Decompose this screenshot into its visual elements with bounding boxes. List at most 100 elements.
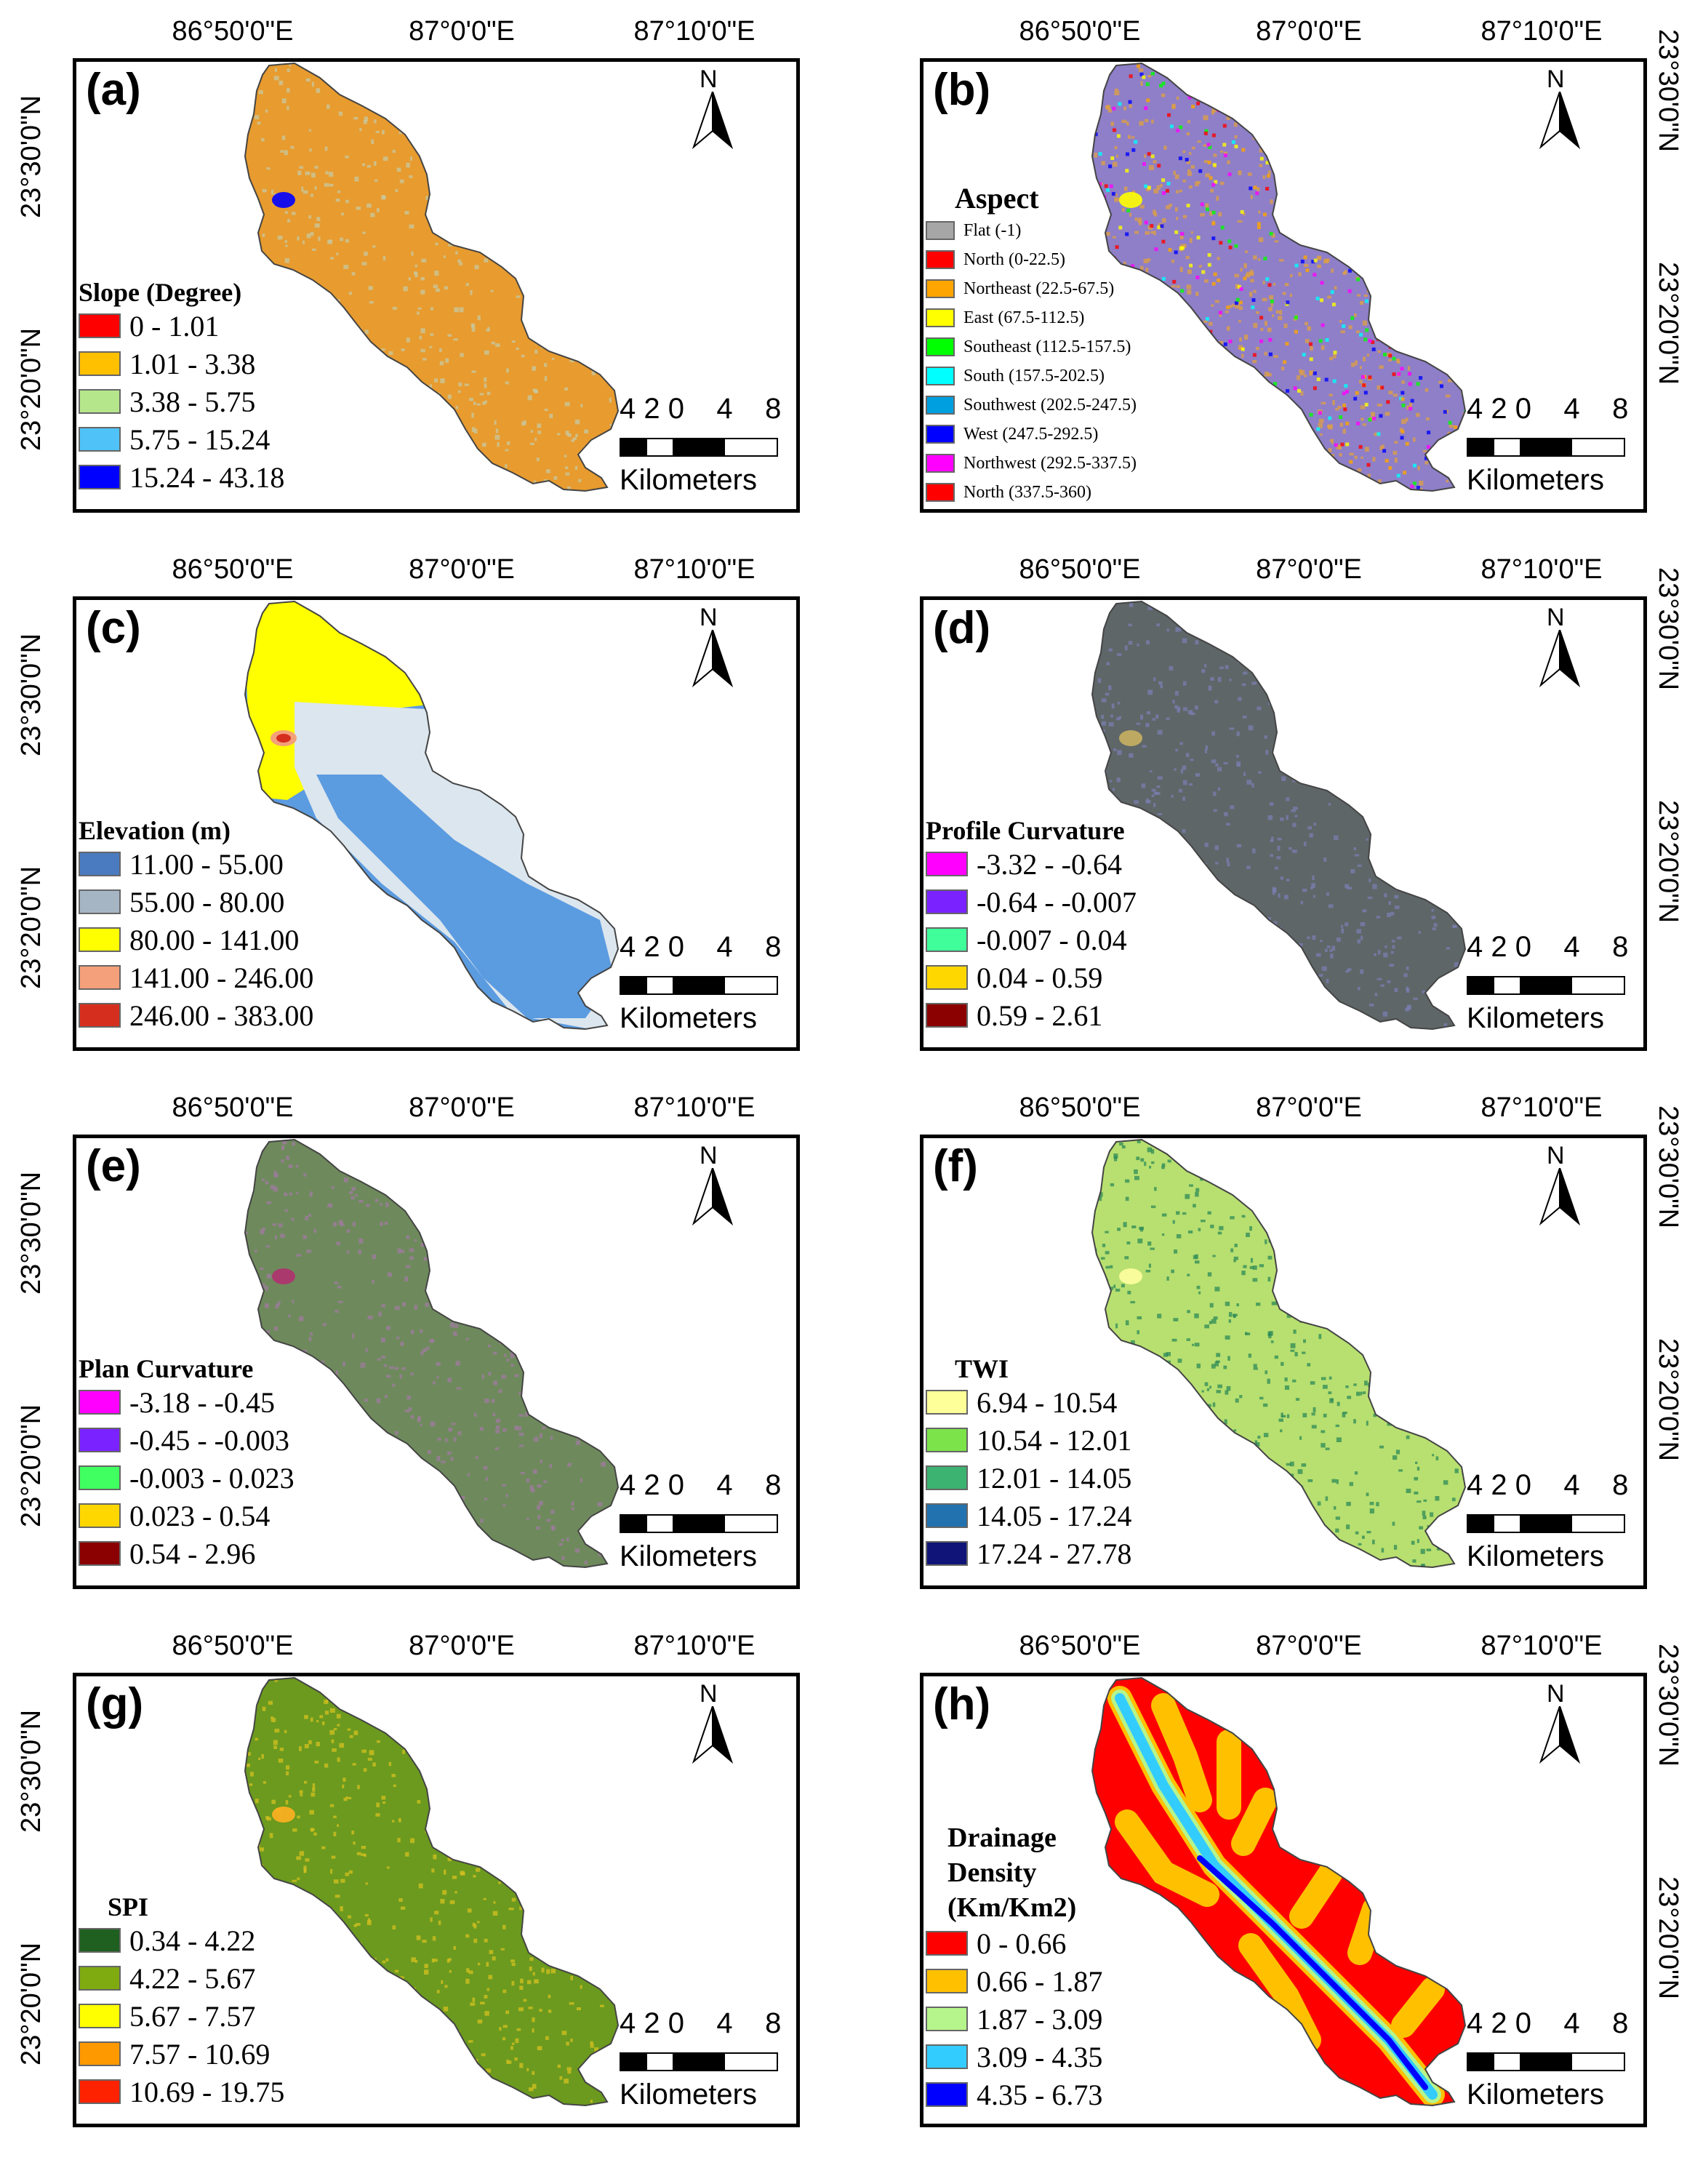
map-panel-f: 86°50'0"E 87°0'0"E 87°10'0"E 23°30'0"N 23°20… [847, 1076, 1694, 1615]
map-legend: TWI 6.94 - 10.54 10.54 - 12.01 12.01 - 14.0… [926, 1353, 1187, 1579]
legend-title: Aspect [955, 182, 1039, 215]
panel-label: (d) [933, 603, 991, 653]
map-frame [920, 596, 1647, 1051]
scale-segment [1546, 1516, 1572, 1532]
scale-segment [1546, 977, 1572, 993]
latitude-label: 23°30'0"N [1653, 1644, 1683, 1767]
scale-units: Kilometers [620, 464, 757, 496]
latitude-label: 23°20'0"N [16, 1404, 47, 1527]
scale-units: Kilometers [1467, 464, 1604, 496]
longitude-label: 87°0'0"E [409, 554, 515, 585]
legend-item: Southwest (202.5-247.5) [926, 396, 1187, 415]
longitude-label: 87°10'0"E [633, 1631, 756, 1661]
map-panel-c: 86°50'0"E 87°0'0"E 87°10'0"E 23°30'0"N 23°20… [0, 538, 847, 1076]
legend-label: 5.67 - 7.57 [129, 1999, 256, 2033]
legend-item: West (247.5-292.5) [926, 425, 1187, 444]
legend-swatch [926, 927, 968, 952]
legend-swatch [926, 425, 955, 444]
legend-swatch [79, 2079, 121, 2104]
legend-item: -0.64 - -0.007 [926, 886, 1187, 919]
scale-bar: 4 2 0 4 8 Kilometers [620, 1469, 787, 1578]
north-arrow-icon: N [691, 65, 734, 150]
latitude-label: 23°20'0"N [16, 865, 47, 989]
legend-swatch [926, 396, 955, 415]
scale-segment [1468, 439, 1494, 455]
legend-item: -0.45 - -0.003 [79, 1424, 340, 1457]
longitude-label: 87°10'0"E [1480, 16, 1603, 47]
legend-swatch [926, 1969, 968, 1993]
legend-label: 0.59 - 2.61 [977, 999, 1103, 1032]
legend-item: Northwest (292.5-337.5) [926, 454, 1187, 473]
map-frame [73, 1673, 800, 2127]
panel-label: (h) [933, 1679, 991, 1729]
longitude-label: 86°50'0"E [172, 1092, 294, 1123]
scale-bar-graphic [1467, 438, 1625, 457]
legend-swatch [926, 852, 968, 876]
scale-segment [724, 2054, 751, 2070]
scale-segment [750, 439, 777, 455]
scale-units: Kilometers [1467, 1002, 1604, 1034]
legend-item: 55.00 - 80.00 [79, 886, 340, 919]
legend-label: 7.57 - 10.69 [129, 2037, 271, 2071]
north-label: N [1547, 1680, 1565, 1708]
legend-label: Flat (-1) [963, 220, 1022, 240]
scale-segment [1494, 1516, 1520, 1532]
legend-swatch [79, 889, 121, 914]
legend-item: 0.59 - 2.61 [926, 999, 1187, 1032]
scale-segment [1571, 439, 1598, 455]
map-frame [920, 58, 1647, 513]
map-legend: Drainage Density (Km/Km2) 0 - 0.66 0.66 - … [926, 1820, 1187, 2120]
latitude-label: 23°30'0"N [16, 1709, 47, 1833]
watershed-map [1091, 1138, 1467, 1569]
scale-segment [673, 2054, 700, 2070]
longitude-label: 86°50'0"E [1019, 1631, 1141, 1661]
scale-segment [1520, 1516, 1547, 1532]
scale-segment [1494, 2054, 1520, 2070]
legend-swatch [79, 2004, 121, 2028]
legend-swatch [79, 1541, 121, 1566]
scale-numbers: 4 2 0 4 8 [1467, 1469, 1629, 1501]
legend-item: 0.54 - 2.96 [79, 1537, 340, 1570]
legend-label: 3.09 - 4.35 [977, 2040, 1103, 2073]
legend-label: -0.45 - -0.003 [129, 1423, 289, 1457]
legend-item: -0.007 - 0.04 [926, 924, 1187, 956]
legend-label: North (337.5-360) [963, 482, 1091, 502]
scale-segment [724, 439, 751, 455]
scale-bar-graphic [1467, 1514, 1625, 1533]
watershed-map [244, 1676, 620, 2107]
watershed-map [1091, 600, 1467, 1031]
north-arrow-icon: N [1538, 65, 1582, 150]
legend-label: 17.24 - 27.78 [977, 1537, 1132, 1570]
north-label: N [1547, 1142, 1565, 1169]
legend-label: South (157.5-202.5) [963, 366, 1105, 385]
scale-units: Kilometers [620, 2079, 757, 2111]
north-arrow-icon: N [1538, 604, 1582, 688]
map-panel-g: 86°50'0"E 87°0'0"E 87°10'0"E 23°30'0"N 23°20… [0, 1615, 847, 2153]
legend-swatch [926, 337, 955, 356]
latitude-label: 23°20'0"N [16, 1942, 47, 2065]
north-arrow-icon: N [1538, 1142, 1582, 1226]
map-legend: Slope (Degree) 0 - 1.01 1.01 - 3.38 3.38 - … [79, 277, 340, 503]
map-panel-d: 86°50'0"E 87°0'0"E 87°10'0"E 23°30'0"N 23°20… [847, 538, 1694, 1076]
panel-label: (a) [86, 65, 141, 115]
legend-swatch [926, 2082, 968, 2107]
legend-label: Northwest (292.5-337.5) [963, 453, 1137, 473]
legend-item: Northeast (22.5-67.5) [926, 279, 1187, 298]
scale-bar: 4 2 0 4 8 Kilometers [1467, 393, 1634, 502]
legend-swatch [79, 1390, 121, 1415]
legend-title: Profile Curvature [926, 816, 1125, 845]
longitude-label: 86°50'0"E [1019, 554, 1141, 585]
scale-segment [1520, 2054, 1547, 2070]
latitude-label: 23°30'0"N [16, 95, 47, 218]
longitude-label: 87°10'0"E [1480, 1631, 1603, 1661]
latitude-label: 23°20'0"N [1653, 1338, 1683, 1462]
legend-swatch [926, 454, 955, 473]
map-legend: Profile Curvature -3.32 - -0.64 -0.64 - -0… [926, 815, 1187, 1041]
legend-title: SPI [108, 1892, 149, 1921]
legend-label: 4.22 - 5.67 [129, 1961, 256, 1995]
legend-swatch [79, 313, 121, 338]
scale-bar-graphic [1467, 976, 1625, 995]
legend-item: 10.54 - 12.01 [926, 1424, 1187, 1457]
watershed-map [244, 62, 620, 492]
legend-item: 11.00 - 55.00 [79, 848, 340, 881]
